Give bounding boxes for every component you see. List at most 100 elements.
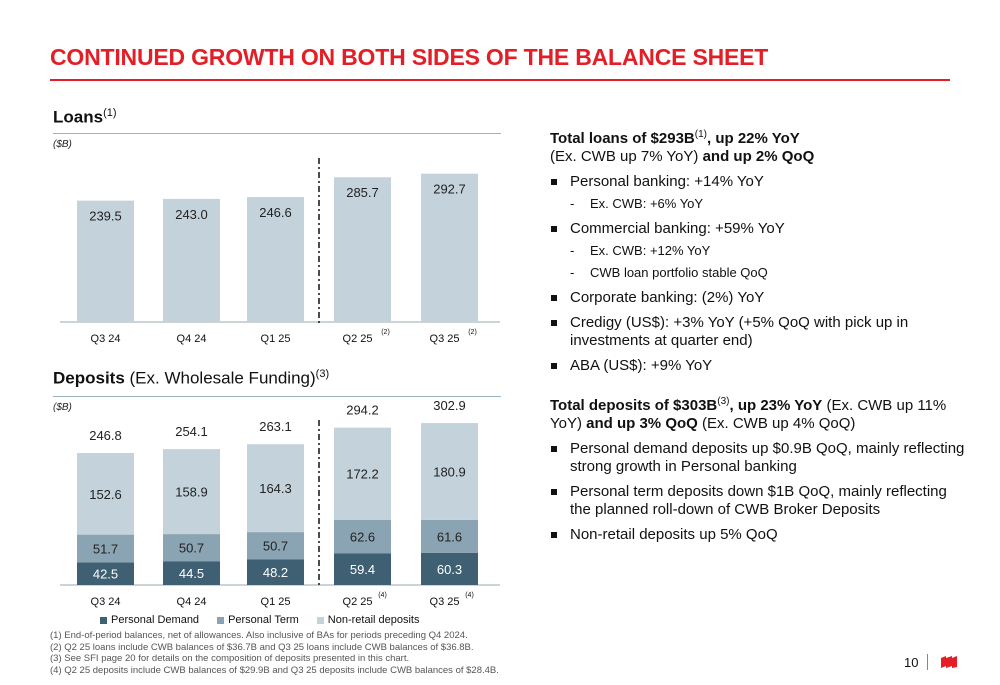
deposits-summary-qoq: and up 3% QoQ xyxy=(586,415,698,432)
footnote: (3) See SFI page 20 for details on the c… xyxy=(50,653,410,664)
commentary-panel: Total loans of $293B(1), up 22% YoY (Ex. … xyxy=(550,130,970,544)
loans-sub-bullet: - CWB loan portfolio stable QoQ xyxy=(550,264,970,282)
bullet-text: Commercial banking: +59% YoY xyxy=(570,220,785,237)
deposits-summary-footnote: (3) xyxy=(717,396,730,407)
deposits-bar-segment xyxy=(247,444,304,533)
loans-bar xyxy=(163,198,220,322)
loans-summary-footnote: (1) xyxy=(694,129,707,140)
loans-sub-bullet: - Ex. CWB: +12% YoY xyxy=(550,242,970,260)
deposits-summary-ex-cwb: (Ex. CWB up 11% YoY) xyxy=(550,397,947,432)
deposits-unit-label: ($B) xyxy=(53,402,72,413)
dash-icon: - xyxy=(570,265,575,280)
loans-bar xyxy=(334,177,391,322)
loans-value-label: 243.0 xyxy=(175,207,208,222)
legend-item-personal-demand: Personal Demand xyxy=(100,614,199,626)
bullet-text: Corporate banking: (2%) YoY xyxy=(570,289,765,306)
loans-category-label: Q1 25 xyxy=(261,333,291,345)
sub-bullet-text: CWB loan portfolio stable QoQ xyxy=(590,265,768,280)
deposits-title-footnote: (3) xyxy=(315,368,330,380)
deposits-segment-label: 59.4 xyxy=(350,562,375,577)
deposits-summary-ex-cwb-qoq: (Ex. CWB up 4% QoQ) xyxy=(697,415,856,432)
page-number: 10 xyxy=(904,655,919,670)
deposits-category-footnote: (4) xyxy=(378,592,387,599)
loans-category-footnote: (2) xyxy=(381,329,390,336)
deposits-segment-label: 50.7 xyxy=(263,539,288,554)
deposits-segment-label: 60.3 xyxy=(437,562,462,577)
deposits-segment-label: 158.9 xyxy=(175,485,208,500)
bullet-text: Personal term deposits down $1B QoQ, mai… xyxy=(570,483,947,518)
legend-label: Personal Demand xyxy=(111,614,200,626)
deposits-bar-segment xyxy=(163,534,220,562)
deposits-segment-label: 48.2 xyxy=(263,565,288,580)
loans-value-label: 246.6 xyxy=(259,205,292,220)
deposits-title-rest: (Ex. Wholesale Funding) xyxy=(124,368,316,388)
deposits-segment-label: 51.7 xyxy=(93,541,118,556)
legend-item-personal-term: Personal Term xyxy=(217,614,299,626)
deposits-summary-bold: Total deposits of $303B xyxy=(550,397,718,414)
deposits-bar-segment xyxy=(334,427,391,520)
deposits-bar-segment xyxy=(334,519,391,554)
legend-label: Personal Term xyxy=(228,614,299,626)
footnote: (4) Q2 25 deposits include CWB balances … xyxy=(50,664,499,676)
deposits-bar-segment xyxy=(247,559,304,585)
loans-summary-qoq: and up 2% QoQ xyxy=(702,148,815,165)
deposits-total-label: 246.8 xyxy=(89,428,122,443)
loans-unit-label: ($B) xyxy=(53,139,72,150)
loans-bar xyxy=(77,200,134,322)
legend-swatch xyxy=(217,616,225,624)
deposits-header-rule xyxy=(53,396,501,397)
loans-bullet: Credigy (US$): +3% YoY (+5% QoQ with pic… xyxy=(550,314,970,350)
deposits-summary-heading: Total deposits of $303B(3), up 23% YoY (… xyxy=(550,397,970,433)
dash-icon: - xyxy=(570,243,575,258)
title-divider xyxy=(50,79,950,81)
deposits-bar-segment xyxy=(163,449,220,535)
bullet-square-icon xyxy=(551,295,557,301)
deposits-title-text: Deposits xyxy=(53,368,125,388)
loans-summary-growth: , up 22% YoY xyxy=(707,130,800,147)
loans-bullet: Commercial banking: +59% YoY xyxy=(550,220,970,238)
footnotes: (1) End-of-period balances, net of allow… xyxy=(50,630,499,676)
deposits-category-footnote: (4) xyxy=(465,592,474,599)
deposits-bar-segment xyxy=(247,532,304,560)
deposits-total-label: 302.9 xyxy=(433,398,466,413)
bullet-text: Non-retail deposits up 5% QoQ xyxy=(570,526,778,543)
deposits-summary-growth: , up 23% YoY xyxy=(729,397,823,414)
sub-bullet-text: Ex. CWB: +12% YoY xyxy=(590,243,711,258)
deposits-segment-label: 50.7 xyxy=(179,541,204,556)
bullet-square-icon xyxy=(551,363,557,369)
loans-summary-bold: Total loans of $293B xyxy=(550,130,695,147)
loans-category-label: Q4 24 xyxy=(177,333,207,345)
deposits-bar-segment xyxy=(77,453,134,535)
page-title: CONTINUED GROWTH ON BOTH SIDES OF THE BA… xyxy=(50,44,769,70)
deposits-category-label: Q4 24 xyxy=(177,596,207,608)
loans-sub-bullet: - Ex. CWB: +6% YoY xyxy=(550,195,970,213)
loans-category-label: Q2 25 xyxy=(343,333,373,345)
deposits-bar-segment xyxy=(77,534,134,563)
bullet-text: Personal banking: +14% YoY xyxy=(570,173,764,190)
page-number-divider xyxy=(927,654,928,670)
deposits-bar-segment xyxy=(163,561,220,585)
deposits-segment-label: 180.9 xyxy=(433,464,466,479)
bullet-text: ABA (US$): +9% YoY xyxy=(570,357,713,374)
loans-bullet: Personal banking: +14% YoY xyxy=(550,173,970,191)
deposits-chart-title: Deposits (Ex. Wholesale Funding)(3) xyxy=(53,368,329,389)
deposits-category-label: Q3 25 xyxy=(430,596,460,608)
deposits-bar-segment xyxy=(421,423,478,520)
deposits-legend: Personal Demand Personal Term Non-retail… xyxy=(100,614,420,626)
loans-value-label: 285.7 xyxy=(346,185,379,200)
deposits-total-label: 254.1 xyxy=(175,424,208,439)
dash-icon: - xyxy=(570,196,575,211)
deposits-segment-label: 172.2 xyxy=(346,467,379,482)
loans-value-label: 292.7 xyxy=(433,182,466,197)
bullet-text: Personal demand deposits up $0.9B QoQ, m… xyxy=(570,440,965,475)
loans-summary-ex-cwb: (Ex. CWB up 7% YoY) xyxy=(550,148,703,165)
loans-title-footnote: (1) xyxy=(103,107,117,119)
loans-header-rule xyxy=(53,133,501,134)
deposits-bar-segment xyxy=(77,562,134,585)
bullet-square-icon xyxy=(551,226,557,232)
legend-swatch xyxy=(316,616,324,624)
loans-bar xyxy=(421,173,478,322)
loans-summary-heading: Total loans of $293B(1), up 22% YoY (Ex. … xyxy=(550,130,970,166)
deposits-bar-segment xyxy=(421,552,478,585)
